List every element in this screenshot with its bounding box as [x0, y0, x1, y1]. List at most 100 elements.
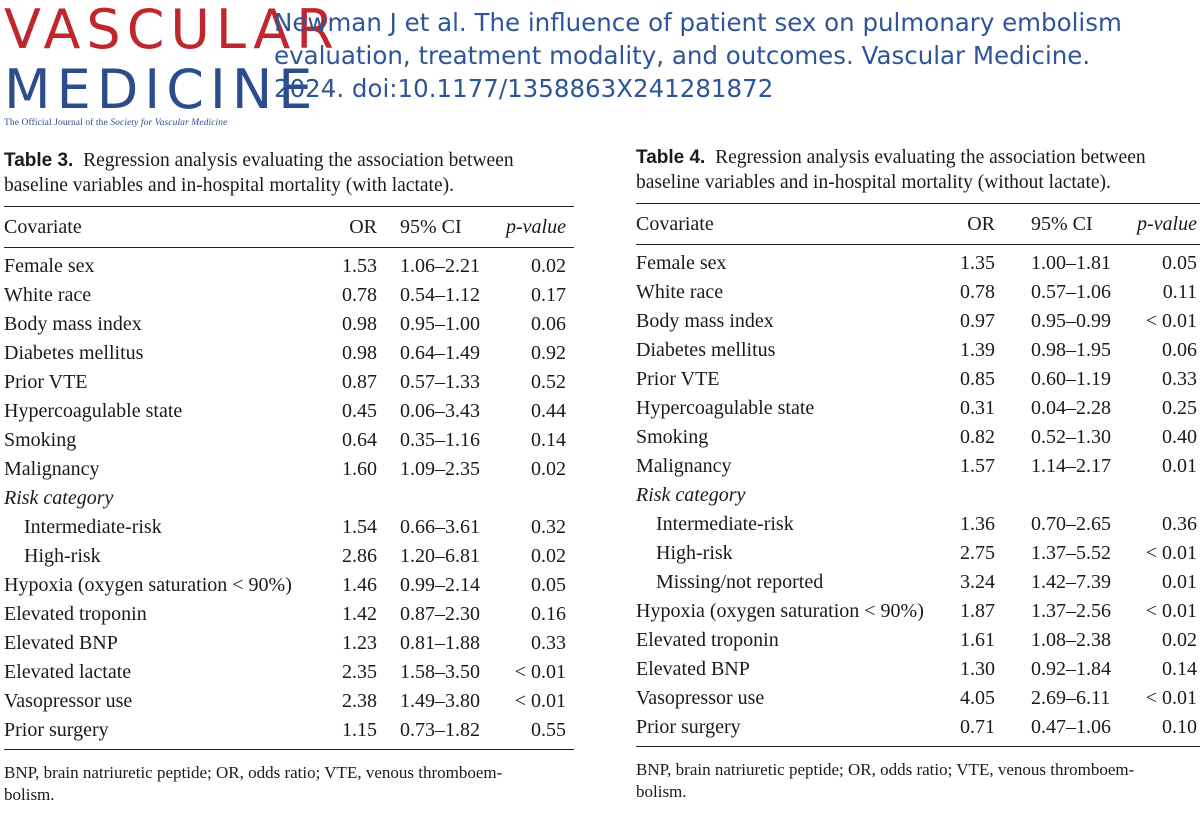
table-rule [636, 203, 1200, 204]
table-footnote: BNP, brain natriuretic peptide; OR, odds… [4, 762, 574, 806]
cell-covariate: Vasopressor use [636, 687, 765, 709]
table-row: White race 0.78 0.57–1.06 0.11 [636, 278, 1200, 307]
cell-covariate: Hypoxia (oxygen saturation < 90%) [636, 600, 924, 622]
cell-p-value: < 0.01 [1145, 687, 1197, 709]
cell-covariate: Missing/not reported [656, 571, 824, 593]
table-row: Vasopressor use 2.38 1.49–3.80 < 0.01 [4, 687, 574, 716]
table-rule [4, 749, 574, 750]
cell-or: 4.05 [960, 687, 995, 709]
table-row: Smoking 0.82 0.52–1.30 0.40 [636, 423, 1200, 452]
table-row: High-risk 2.86 1.20–6.81 0.02 [4, 542, 574, 571]
cell-or: 3.24 [960, 571, 995, 593]
cell-p-value: 0.14 [1162, 658, 1197, 680]
cell-ci: 1.06–2.21 [400, 255, 480, 277]
cell-or: 0.85 [960, 368, 995, 390]
cell-p-value: 0.02 [531, 255, 566, 277]
table-row: Elevated troponin 1.42 0.87–2.30 0.16 [4, 600, 574, 629]
cell-ci: 0.95–0.99 [1031, 310, 1111, 332]
header-covariate: Covariate [636, 213, 714, 235]
table-3: Table 3. Regression analysis evaluating … [4, 148, 574, 806]
cell-covariate: Intermediate-risk [24, 516, 162, 538]
cell-p-value: 0.02 [531, 458, 566, 480]
cell-or: 0.98 [342, 313, 377, 335]
cell-p-value: 0.10 [1162, 716, 1197, 738]
cell-ci: 1.37–5.52 [1031, 542, 1111, 564]
cell-p-value: 0.16 [531, 603, 566, 625]
cell-or: 0.82 [960, 426, 995, 448]
cell-ci: 1.00–1.81 [1031, 252, 1111, 274]
cell-ci: 1.37–2.56 [1031, 600, 1111, 622]
table-row: Intermediate-risk 1.54 0.66–3.61 0.32 [4, 513, 574, 542]
cell-ci: 0.52–1.30 [1031, 426, 1111, 448]
cell-or: 2.86 [342, 545, 377, 567]
cell-or: 1.42 [342, 603, 377, 625]
cell-ci: 0.47–1.06 [1031, 716, 1111, 738]
header-p-value-text: p-value [506, 216, 566, 238]
table-row: Risk category [4, 484, 574, 513]
cell-p-value: 0.05 [1162, 252, 1197, 274]
cell-p-value: < 0.01 [514, 690, 566, 712]
cell-or: 2.75 [960, 542, 995, 564]
cell-or: 1.53 [342, 255, 377, 277]
header-p-value-text: p-value [1137, 213, 1197, 235]
cell-covariate: Diabetes mellitus [636, 339, 776, 361]
footnote-line: bolism. [4, 785, 55, 804]
cell-covariate: Smoking [4, 429, 77, 451]
cell-or: 1.54 [342, 516, 377, 538]
cell-covariate: Smoking [636, 426, 709, 448]
table-rule [4, 206, 574, 207]
caption-text: baseline variables and in-hospital morta… [636, 172, 1111, 193]
citation-line: 2024. doi:10.1177/1358863X241281872 [274, 74, 774, 103]
cell-or: 1.61 [960, 629, 995, 651]
table-header-row: Covariate OR 95% CI p-value [4, 207, 574, 247]
cell-ci: 1.42–7.39 [1031, 571, 1111, 593]
cell-covariate: Hypercoagulable state [4, 400, 183, 422]
cell-or: 0.31 [960, 397, 995, 419]
cell-covariate: Female sex [636, 252, 727, 274]
cell-covariate: Female sex [4, 255, 95, 277]
cell-ci: 2.69–6.11 [1031, 687, 1111, 709]
cell-covariate: High-risk [24, 545, 101, 567]
cell-covariate: High-risk [656, 542, 733, 564]
journal-logo: VASCULAR MEDICINE The Official Journal o… [4, 0, 334, 128]
cell-p-value: 0.32 [531, 516, 566, 538]
cell-covariate: Diabetes mellitus [4, 342, 144, 364]
cell-p-value: 0.02 [531, 545, 566, 567]
logo-tagline-society: Society for Vascular Medicine [110, 118, 228, 128]
cell-or: 1.60 [342, 458, 377, 480]
cell-or: 0.98 [342, 342, 377, 364]
cell-covariate: Malignancy [636, 455, 732, 477]
cell-or: 1.15 [342, 719, 377, 741]
cell-ci: 0.98–1.95 [1031, 339, 1111, 361]
header-or: OR [349, 216, 377, 238]
footnote-line: BNP, brain natriuretic peptide; OR, odds… [636, 760, 1135, 779]
cell-covariate: White race [636, 281, 724, 303]
cell-p-value: 0.40 [1162, 426, 1197, 448]
cell-covariate: Elevated BNP [636, 658, 750, 680]
table-rule [4, 247, 574, 248]
cell-ci: 0.99–2.14 [400, 574, 480, 596]
cell-or: 0.97 [960, 310, 995, 332]
cell-or: 2.38 [342, 690, 377, 712]
table-footnote: BNP, brain natriuretic peptide; OR, odds… [636, 759, 1200, 803]
header-p-value: p-value [1137, 204, 1197, 244]
table-row: Intermediate-risk 1.36 0.70–2.65 0.36 [636, 510, 1200, 539]
cell-p-value: 0.14 [531, 429, 566, 451]
table-row: Missing/not reported 3.24 1.42–7.39 0.01 [636, 568, 1200, 597]
cell-ci: 0.87–2.30 [400, 603, 480, 625]
cell-or: 2.35 [342, 661, 377, 683]
cell-covariate: Hypoxia (oxygen saturation < 90%) [4, 574, 292, 596]
cell-covariate: Elevated troponin [4, 603, 147, 625]
logo-word-medicine: MEDICINE [4, 58, 319, 121]
logo-tagline: The Official Journal of the Society for … [4, 118, 260, 128]
cell-ci: 0.57–1.33 [400, 371, 480, 393]
cell-or: 1.30 [960, 658, 995, 680]
cell-or: 0.78 [342, 284, 377, 306]
cell-or: 0.64 [342, 429, 377, 451]
header-covariate: Covariate [4, 216, 82, 238]
table-row: Vasopressor use 4.05 2.69–6.11 < 0.01 [636, 684, 1200, 713]
table-row: Smoking 0.64 0.35–1.16 0.14 [4, 426, 574, 455]
table-row: Elevated lactate 2.35 1.58–3.50 < 0.01 [4, 658, 574, 687]
footnote-line: bolism. [636, 782, 687, 801]
table-row: High-risk 2.75 1.37–5.52 < 0.01 [636, 539, 1200, 568]
